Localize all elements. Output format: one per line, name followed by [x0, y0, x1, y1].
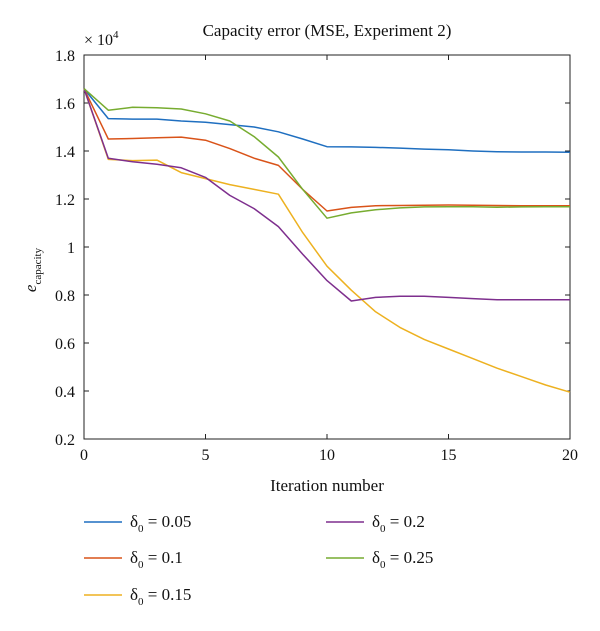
x-tick-label: 10 — [319, 447, 335, 464]
series-line-2 — [83, 88, 570, 212]
x-axis-label: Iteration number — [270, 476, 384, 495]
y-axis-ticks: 0.2 0.4 0.6 0.8 1 1.2 1.4 1.6 1.8 — [55, 48, 570, 449]
y-tick-label: 1.6 — [55, 96, 75, 113]
x-tick-label: 0 — [80, 447, 88, 464]
y-tick-label: 1.4 — [55, 144, 75, 161]
series-lines — [83, 88, 571, 393]
legend-label-3: δ0 = 0.15 — [130, 585, 191, 608]
series-line-3 — [83, 88, 571, 393]
legend-label-2: δ0 = 0.1 — [130, 548, 183, 571]
y-tick-label: 1.8 — [55, 48, 75, 65]
x-tick-label: 5 — [202, 447, 210, 464]
y-tick-label: 1 — [67, 240, 75, 257]
y-multiplier-label: × 104 — [84, 29, 119, 49]
y-tick-label: 0.8 — [55, 288, 75, 305]
legend-label-5: δ0 = 0.25 — [372, 548, 433, 571]
y-tick-label: 0.4 — [55, 384, 75, 401]
y-tick-label: 1.2 — [55, 192, 75, 209]
plot-frame — [83, 54, 571, 440]
x-tick-label: 20 — [562, 447, 578, 464]
series-line-4 — [83, 88, 570, 302]
x-tick-label: 15 — [441, 447, 457, 464]
y-tick-label: 0.2 — [55, 432, 75, 449]
series-line-1 — [83, 88, 571, 153]
legend-label-4: δ0 = 0.2 — [372, 512, 425, 535]
series-line-5 — [83, 88, 570, 219]
y-axis-label: ecapacity — [21, 247, 44, 292]
x-axis-ticks: 0 5 10 15 20 — [80, 55, 578, 464]
legend-label-1: δ0 = 0.05 — [130, 512, 191, 535]
legend: δ0 = 0.05 δ0 = 0.2 δ0 = 0.1 δ0 = 0.25 δ0 = 0… — [84, 512, 433, 608]
y-tick-label: 0.6 — [55, 336, 75, 353]
plot-area: 0 5 10 15 20 0.2 0.4 0.6 0.8 1 1.2 1.4 1.6 1.8 — [55, 48, 578, 464]
chart-title: Capacity error (MSE, Experiment 2) — [203, 21, 452, 40]
